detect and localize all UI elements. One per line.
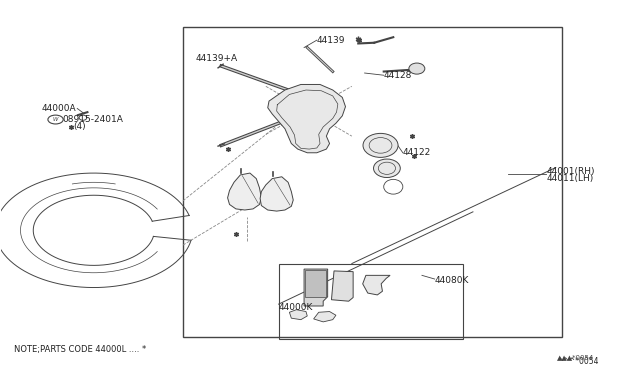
Polygon shape bbox=[260, 177, 293, 211]
Ellipse shape bbox=[409, 63, 425, 74]
Text: ^^^*0054: ^^^*0054 bbox=[556, 357, 598, 366]
Text: 44128: 44128 bbox=[384, 71, 412, 80]
Polygon shape bbox=[332, 271, 353, 301]
Ellipse shape bbox=[374, 159, 400, 177]
Text: ▲▲▲*0054: ▲▲▲*0054 bbox=[557, 354, 595, 360]
Polygon shape bbox=[304, 269, 328, 306]
Text: 44139+A: 44139+A bbox=[196, 54, 238, 63]
Text: 44000K: 44000K bbox=[278, 303, 313, 312]
Bar bbox=[183, 27, 562, 337]
Polygon shape bbox=[289, 310, 307, 320]
Ellipse shape bbox=[363, 134, 398, 157]
Text: 44122: 44122 bbox=[403, 148, 431, 157]
Polygon shape bbox=[228, 173, 261, 210]
Text: W: W bbox=[53, 117, 58, 122]
Text: NOTE;PARTS CODE 44000L .... *: NOTE;PARTS CODE 44000L .... * bbox=[14, 345, 147, 354]
Polygon shape bbox=[268, 84, 346, 153]
Text: (4): (4) bbox=[73, 122, 85, 131]
Polygon shape bbox=[363, 275, 390, 295]
Text: 44139: 44139 bbox=[317, 36, 346, 45]
Text: 44011(LH): 44011(LH) bbox=[546, 174, 593, 183]
Text: 44001(RH): 44001(RH) bbox=[546, 167, 595, 176]
Text: 44000A: 44000A bbox=[42, 104, 76, 113]
Text: 08915-2401A: 08915-2401A bbox=[62, 115, 123, 124]
Bar bbox=[305, 270, 326, 297]
Text: 44080K: 44080K bbox=[435, 276, 469, 285]
Polygon shape bbox=[314, 311, 336, 322]
Bar bbox=[278, 263, 463, 339]
